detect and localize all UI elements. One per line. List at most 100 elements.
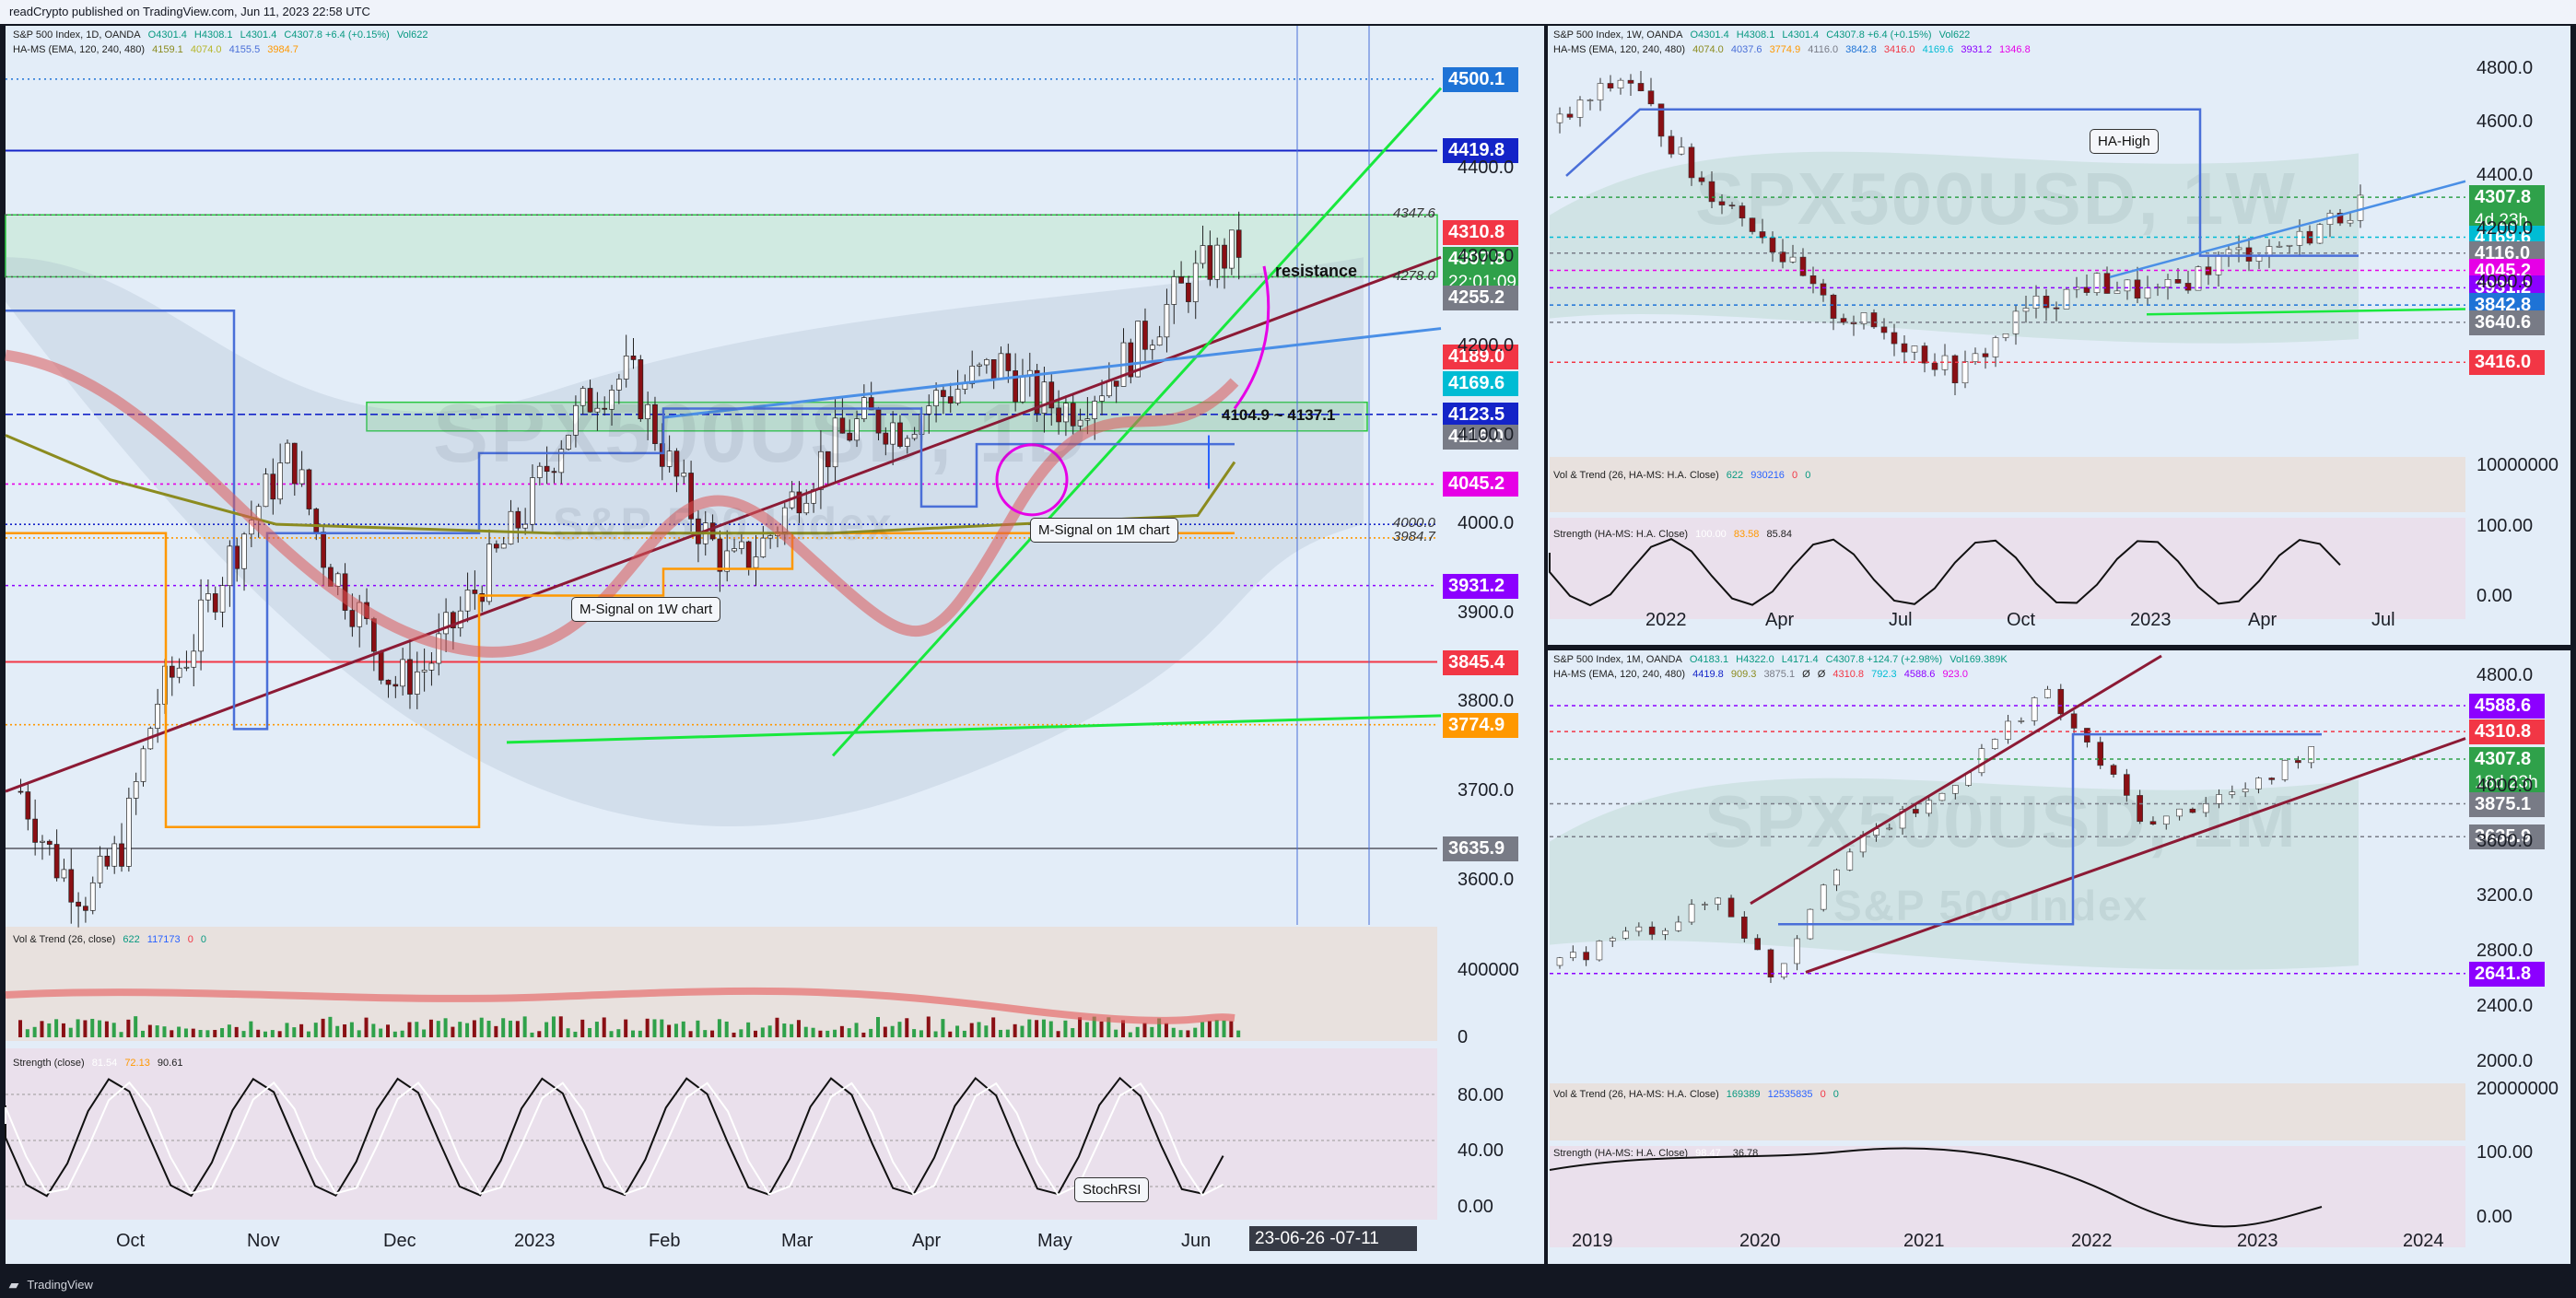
candle-body — [652, 403, 658, 444]
w-legend-vol: Vol622 — [1938, 29, 1971, 41]
price-tick: 4800.0 — [2476, 665, 2534, 686]
vol-bar — [1178, 1030, 1183, 1037]
candle-body — [2097, 742, 2104, 766]
w-hams-v4: 4116.0 — [1808, 44, 1839, 55]
date-tick: 2022 — [2071, 1231, 2113, 1251]
monthly-vol-tick: 20000000 — [2476, 1079, 2558, 1099]
m-legend-symbol: S&P 500 Index, 1M, OANDA — [1553, 654, 1682, 665]
candle-body — [1749, 217, 1756, 232]
vol-v4: 0 — [200, 934, 207, 945]
vol-bar — [299, 1023, 304, 1037]
vol-bar — [76, 1019, 80, 1037]
candle-body — [1637, 83, 1645, 91]
price-tick: 4300.0 — [1458, 246, 1515, 267]
m-vol-label: Vol & Trend (26, HA-MS: H.A. Close) — [1553, 1089, 1719, 1100]
candle-body — [573, 404, 579, 436]
vol-bar — [183, 1028, 188, 1037]
candle-body — [494, 544, 499, 549]
m-strength-v1: 98.47 — [1695, 1148, 1721, 1159]
price-tick: 4200.0 — [1458, 334, 1515, 356]
daily-chart-panel[interactable] — [6, 26, 1441, 1264]
candle-body — [1229, 229, 1235, 269]
candle-body — [2347, 219, 2354, 224]
weekly-price-axis[interactable] — [2465, 26, 2570, 645]
candle-body — [709, 522, 716, 540]
candle-body — [1727, 897, 1735, 918]
vol-bar — [407, 1022, 412, 1037]
candle-body — [443, 612, 449, 635]
vol-bar — [126, 1019, 131, 1037]
date-tick: Apr — [1765, 610, 1795, 630]
vol-bar — [170, 1030, 174, 1037]
vol-bar — [724, 1021, 729, 1037]
m-hams-v3: 3875.1 — [1763, 669, 1796, 680]
candle-body — [544, 465, 550, 473]
vol-bar — [90, 1018, 95, 1037]
vol-bar — [977, 1022, 981, 1037]
candle-body — [219, 585, 226, 613]
vol-bar — [18, 1020, 22, 1037]
vol-bar — [451, 1026, 455, 1037]
monthly-legend-hams: HA-MS (EMA, 120, 240, 480) 4419.8 909.3 … — [1553, 669, 1973, 680]
candle-body — [1662, 930, 1669, 935]
strength-label: Strength (close) — [13, 1058, 85, 1069]
candle-body — [818, 450, 824, 490]
vol-bar — [83, 1020, 88, 1037]
candle-body — [25, 791, 31, 820]
resistance-label: resistance — [1275, 262, 1358, 280]
candle-body — [1769, 237, 1776, 252]
monthly-maroon-lower — [1805, 737, 2466, 974]
candle-body — [2018, 720, 2025, 722]
candle-body — [2113, 290, 2121, 294]
date-tick: Apr — [2248, 610, 2277, 630]
candle-body — [1186, 282, 1191, 302]
vol-bar — [1207, 1021, 1212, 1037]
monthly-strength-legend: Strength (HA-MS: H.A. Close) 98.47 36.78 — [1553, 1148, 1762, 1159]
candle-body — [2164, 279, 2172, 287]
candle-body — [796, 491, 802, 514]
panel-divider — [1544, 645, 2576, 650]
vol-bar — [941, 1019, 945, 1037]
vol-bar — [969, 1023, 974, 1037]
vol-bar — [25, 1029, 29, 1037]
candle-body — [285, 442, 290, 463]
vol-bar — [1193, 1027, 1198, 1037]
monthly-watermark: SPX500USD, 1M — [1704, 779, 2298, 864]
daily-vol-legend: Vol & Trend (26, close) 622 117173 0 0 — [13, 934, 211, 945]
price-tag: 4307.8 — [1443, 247, 1518, 273]
candle-body — [536, 465, 543, 478]
candle-body — [1794, 938, 1800, 965]
date-tick: 2024 — [2403, 1231, 2444, 1251]
vol-bar — [1171, 1027, 1176, 1037]
candle-body — [1992, 337, 1999, 357]
candle-body — [1911, 345, 1918, 353]
price-tick: 3800.0 — [1458, 691, 1515, 712]
vol-label: Vol & Trend (26, close) — [13, 934, 116, 945]
ha-high-callout: HA-High — [2090, 129, 2159, 154]
vol-bar — [147, 1024, 152, 1037]
candle-body — [745, 541, 752, 568]
candle-body — [1622, 930, 1629, 939]
candle-body — [2044, 688, 2051, 698]
level-label: 4347.6 — [1393, 205, 1435, 222]
candle-body — [2296, 230, 2303, 246]
candle-body — [2308, 746, 2314, 764]
daily-date-range-tag: 23-06-26 -07-11 — [1249, 1226, 1417, 1251]
vol-bar — [1121, 1020, 1125, 1037]
vol-bar — [1041, 1019, 1046, 1037]
candle-body — [839, 417, 846, 434]
vol-bar — [40, 1021, 44, 1037]
candle-body — [2043, 296, 2050, 309]
vol-bar — [673, 1023, 678, 1037]
candle-body — [1566, 113, 1574, 118]
vol-bar — [277, 1031, 282, 1037]
candle-body — [1070, 403, 1076, 427]
candle-body — [2229, 791, 2236, 795]
vol-bar — [616, 1029, 621, 1037]
candle-body — [1972, 353, 1979, 362]
vol-bar — [522, 1016, 527, 1037]
candle-body — [2124, 774, 2130, 796]
candle-body — [1702, 904, 1708, 906]
vol-bar — [839, 1025, 844, 1037]
